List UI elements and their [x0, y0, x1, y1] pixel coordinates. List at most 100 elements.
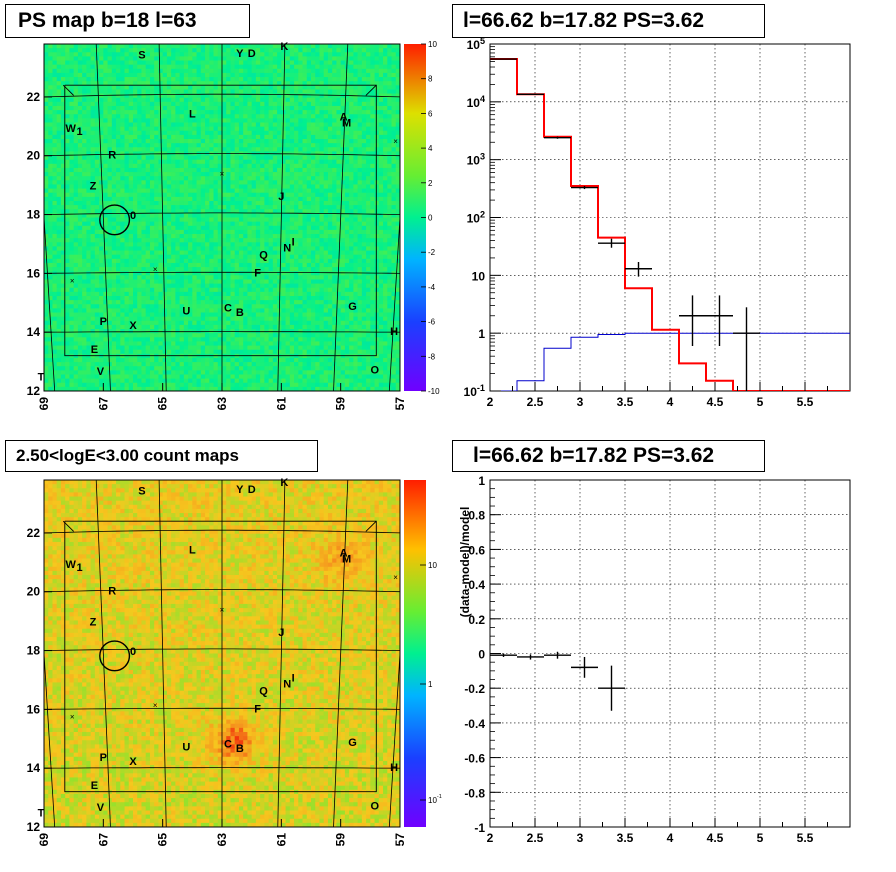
map-cell: [230, 250, 236, 256]
map-cell: [154, 225, 159, 231]
map-cell: [222, 312, 227, 318]
map-cell: [272, 337, 278, 342]
map-cell: [44, 105, 49, 111]
map-cell: [277, 246, 282, 251]
map-cell: [107, 242, 113, 247]
map-cell: [230, 304, 236, 309]
map-cell: [179, 213, 185, 218]
map-cell: [137, 267, 142, 272]
map-cell: [285, 320, 291, 326]
map-cell: [188, 312, 193, 318]
map-cell: [213, 324, 219, 330]
map-cell: [209, 258, 214, 264]
map-cell: [90, 155, 96, 161]
map-cell: [69, 122, 75, 128]
map-cell: [77, 386, 83, 391]
map-cell: [99, 101, 104, 107]
map-cell: [124, 213, 130, 218]
map-cell: [294, 143, 299, 148]
map-cell: [179, 56, 185, 61]
map-cell: [230, 254, 236, 260]
map-cell: [238, 126, 244, 132]
map-cell: [94, 308, 100, 313]
map-cell: [103, 176, 108, 181]
map-cell: [200, 234, 206, 239]
map-cell: [230, 155, 236, 161]
map-cell: [154, 200, 159, 206]
map-cell: [69, 85, 75, 90]
map-cell: [234, 118, 240, 123]
map-cell: [141, 213, 147, 218]
map-cell: [255, 64, 261, 70]
map-cell: [56, 345, 62, 351]
map-cell: [268, 362, 274, 367]
map-cell: [60, 52, 66, 57]
map-cell: [86, 337, 92, 342]
map-cell: [86, 85, 92, 90]
map-cell: [188, 316, 193, 322]
map-cell: [48, 93, 53, 99]
map-cell: [56, 101, 62, 107]
map-cell: [234, 217, 240, 223]
map-cell: [124, 221, 130, 227]
map-cell: [90, 205, 96, 210]
map-cell: [171, 300, 176, 305]
map-cell: [179, 357, 185, 363]
map-cell: [268, 196, 274, 202]
map-cell: [226, 213, 231, 218]
map-cell: [90, 52, 96, 57]
map-cell: [238, 291, 244, 297]
map-cell: [154, 147, 159, 152]
map-cell: [86, 349, 92, 355]
map-cell: [90, 48, 96, 53]
map-cell: [90, 254, 96, 260]
map-cell: [69, 250, 75, 256]
map-cell: [116, 196, 121, 202]
map-cell: [243, 48, 248, 53]
map-cell: [183, 320, 189, 326]
map-cell: [192, 275, 197, 280]
map-cell: [217, 250, 223, 256]
map-cell: [124, 337, 130, 342]
map-cell: [65, 229, 70, 235]
map-cell: [234, 172, 240, 177]
map-cell: [268, 68, 274, 74]
map-cell: [107, 258, 113, 264]
map-cell: [251, 254, 257, 260]
map-cell: [149, 374, 155, 380]
map-cell: [99, 97, 104, 103]
map-cell: [213, 89, 219, 94]
map-cell: [149, 267, 155, 272]
map-cell: [226, 258, 231, 264]
map-cell: [255, 196, 261, 202]
map-cell: [192, 143, 197, 148]
map-cell: [116, 366, 121, 371]
map-cell: [166, 85, 172, 90]
map-cell: [264, 324, 270, 330]
map-cell: [82, 89, 87, 94]
map-cell: [52, 143, 58, 148]
map-cell: [158, 147, 164, 152]
map-cell: [77, 200, 83, 206]
map-cell: [149, 357, 155, 363]
map-cell: [196, 56, 202, 61]
map-cell: [145, 283, 151, 289]
map-cell: [137, 105, 142, 111]
map-cell: [200, 304, 206, 309]
map-cell: [213, 291, 219, 297]
map-cell: [179, 378, 185, 384]
map-cell: [251, 320, 257, 326]
map-cell: [82, 52, 87, 57]
map-cell: [120, 68, 125, 74]
map-cell: [260, 283, 265, 289]
map-cell: [90, 267, 96, 272]
map-cell: [73, 300, 79, 305]
map-cell: [77, 333, 83, 338]
map-cell: [137, 291, 142, 297]
map-cell: [188, 130, 193, 136]
map-cell: [90, 386, 96, 391]
map-cell: [205, 205, 210, 210]
map-cell: [103, 114, 108, 119]
map-cell: [90, 242, 96, 247]
map-cell: [243, 77, 248, 82]
